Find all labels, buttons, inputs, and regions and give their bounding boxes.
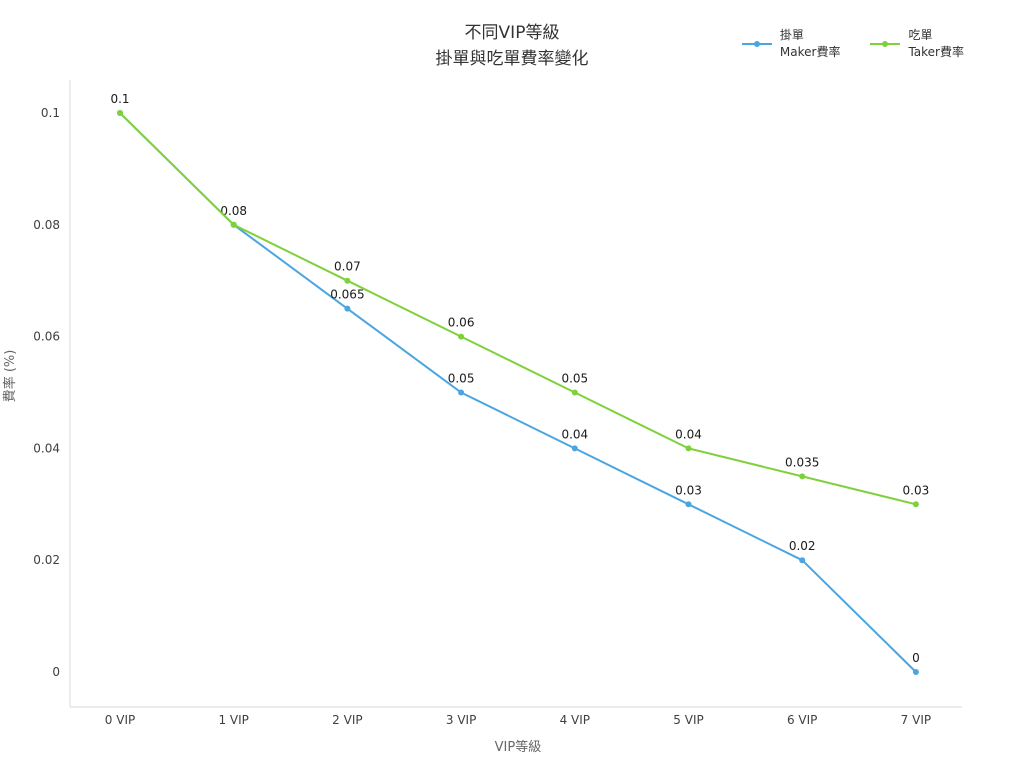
- y-tick-label: 0.02: [33, 553, 60, 567]
- y-axis-title: 費率 (%): [2, 350, 18, 403]
- series-point: [230, 221, 237, 228]
- legend-label-taker: 吃單 Taker費率: [908, 27, 964, 61]
- point-label: 0.1: [110, 92, 129, 106]
- x-tick-label: 2 VIP: [332, 713, 362, 727]
- x-tick-label: 7 VIP: [901, 713, 931, 727]
- x-axis-title: VIP等級: [495, 739, 542, 755]
- legend-label-maker-line1: 掛單: [779, 28, 804, 42]
- point-label: 0.02: [789, 539, 816, 553]
- chart-title-line1: 不同VIP等級: [464, 23, 560, 43]
- series-point: [117, 110, 123, 116]
- chart-title-line2: 掛單與吃單費率變化: [435, 49, 589, 70]
- x-tick-label: 6 VIP: [787, 713, 817, 727]
- x-tick-label: 5 VIP: [673, 713, 703, 727]
- legend-item-maker[interactable]: 掛單 Maker費率: [740, 27, 841, 61]
- series-point: [571, 389, 578, 396]
- series-point: [799, 473, 806, 480]
- point-label: 0.05: [448, 372, 475, 386]
- legend: 掛單 Maker費率 吃單 Taker費率: [740, 27, 964, 61]
- series-line-1: [119, 112, 917, 506]
- x-tick-label: 3 VIP: [446, 713, 476, 727]
- y-tick-label: 0: [52, 665, 60, 679]
- maker-line-swatch-icon: [741, 40, 772, 47]
- legend-label-maker-line2: Maker費率: [779, 44, 841, 59]
- y-tick-label: 0.04: [33, 441, 60, 455]
- chart-title: 不同VIP等級 掛單與吃單費率變化: [0, 20, 1024, 73]
- point-label: 0.04: [561, 427, 588, 441]
- point-label: 0.03: [903, 483, 930, 497]
- series-point: [344, 277, 351, 284]
- series-point: [344, 305, 351, 312]
- y-tick-label: 0.1: [41, 106, 60, 120]
- x-tick-label: 0 VIP: [105, 713, 135, 727]
- point-label: 0.05: [561, 372, 588, 386]
- series-point: [458, 333, 465, 340]
- point-label: 0.08: [220, 204, 247, 218]
- legend-item-taker[interactable]: 吃單 Taker費率: [868, 27, 964, 61]
- point-label: 0.06: [448, 316, 475, 330]
- series-line-0: [119, 112, 917, 673]
- point-label: 0.04: [675, 427, 702, 441]
- point-label: 0.03: [675, 483, 702, 497]
- x-tick-label: 1 VIP: [218, 713, 248, 727]
- legend-label-maker: 掛單 Maker費率: [780, 27, 841, 61]
- legend-label-taker-line2: Taker費率: [908, 44, 964, 59]
- x-tick-label: 4 VIP: [560, 713, 590, 727]
- series-point: [458, 389, 465, 396]
- series-point: [912, 669, 919, 675]
- taker-line-swatch-icon: [870, 40, 901, 47]
- y-tick-label: 0.08: [33, 218, 60, 232]
- point-label: 0.07: [334, 260, 361, 274]
- series-point: [685, 445, 692, 452]
- y-tick-label: 0.06: [33, 330, 60, 344]
- series-point: [912, 501, 919, 508]
- series-point: [571, 445, 578, 452]
- series-point: [685, 501, 692, 508]
- point-label: 0.035: [785, 455, 819, 469]
- point-label: 0: [912, 651, 920, 665]
- legend-label-taker-line1: 吃單: [908, 28, 933, 42]
- point-label: 0.065: [330, 288, 364, 302]
- series-point: [799, 557, 806, 564]
